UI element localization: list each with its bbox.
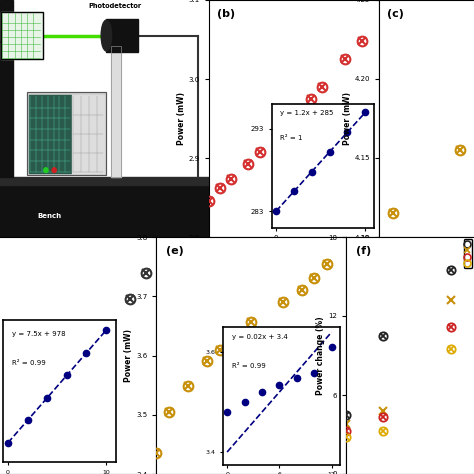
Bar <box>27 92 106 175</box>
Bar <box>110 46 121 177</box>
Bar <box>72 95 104 173</box>
Text: (f): (f) <box>356 246 372 256</box>
Text: Photodetector: Photodetector <box>88 3 141 9</box>
Bar <box>1 12 43 59</box>
Ellipse shape <box>101 20 111 51</box>
Legend: , , , : , , , <box>464 239 472 268</box>
Bar <box>0 177 209 185</box>
Y-axis label: Power (mW): Power (mW) <box>124 329 133 382</box>
Text: sample hold: sample hold <box>0 18 2 54</box>
Text: Bench: Bench <box>37 213 62 219</box>
Circle shape <box>44 168 48 173</box>
Text: (b): (b) <box>217 9 235 19</box>
Bar <box>0 0 12 177</box>
X-axis label: Glucose concentration (mM): Glucose concentration (mM) <box>233 255 355 264</box>
X-axis label: Gluco: Gluco <box>414 255 439 264</box>
Bar <box>27 92 106 175</box>
Bar <box>0 185 209 237</box>
Circle shape <box>52 168 56 173</box>
Bar <box>110 46 121 177</box>
Text: (c): (c) <box>387 9 404 19</box>
Bar <box>1 12 43 59</box>
Bar <box>106 19 137 52</box>
Text: (e): (e) <box>166 246 183 256</box>
Y-axis label: Power change (%): Power change (%) <box>316 316 325 395</box>
Bar <box>29 95 71 173</box>
Y-axis label: Power (mW): Power (mW) <box>176 92 185 145</box>
Y-axis label: Power (mW): Power (mW) <box>343 92 352 145</box>
